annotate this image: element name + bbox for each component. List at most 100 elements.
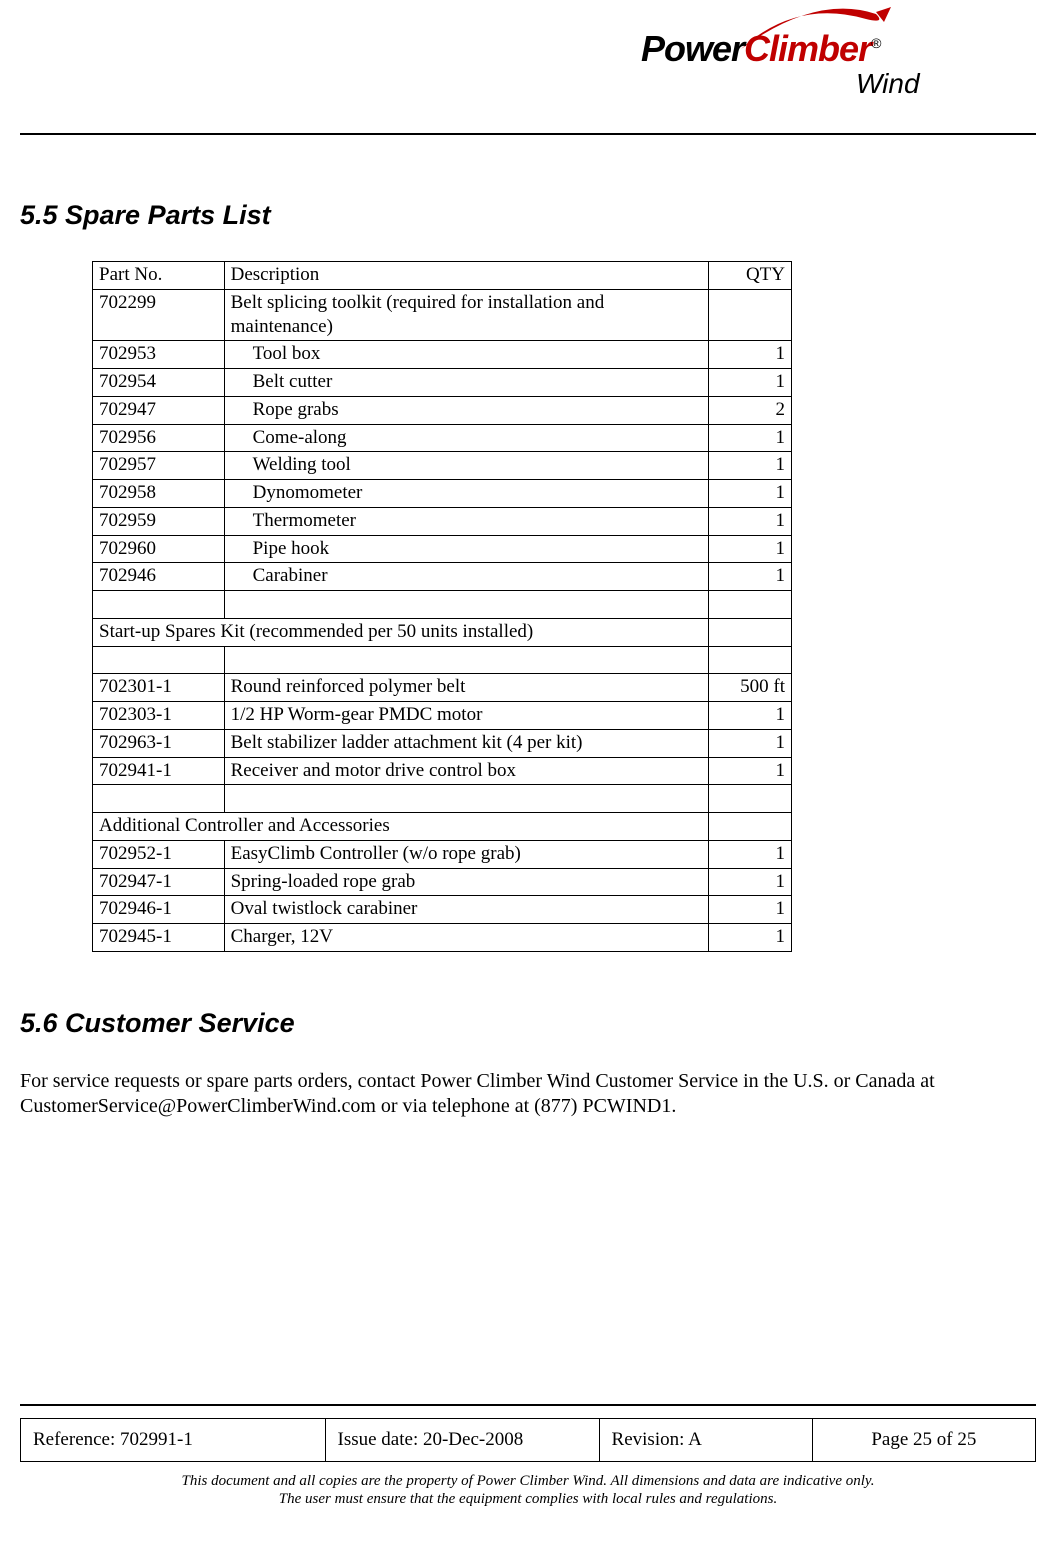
cell-qty: 1 bbox=[708, 757, 791, 785]
cell-partno: 702956 bbox=[93, 424, 225, 452]
cell-qty: 1 bbox=[708, 480, 791, 508]
cell-qty bbox=[708, 785, 791, 813]
cell-description: Carabiner bbox=[224, 563, 708, 591]
cell-partno: 702947 bbox=[93, 396, 225, 424]
cell-qty: 1 bbox=[708, 424, 791, 452]
table-row: 702946Carabiner1 bbox=[93, 563, 792, 591]
footer-issue-date: Issue date: 20-Dec-2008 bbox=[325, 1418, 599, 1461]
table-row bbox=[93, 785, 792, 813]
logo-registered-icon: ® bbox=[871, 35, 880, 51]
table-row: 702953Tool box1 bbox=[93, 341, 792, 369]
col-header-partno: Part No. bbox=[93, 262, 225, 290]
table-row: 702303-11/2 HP Worm-gear PMDC motor1 bbox=[93, 702, 792, 730]
cell-partno bbox=[93, 591, 225, 619]
cell-description: Rope grabs bbox=[224, 396, 708, 424]
table-row: 702963-1Belt stabilizer ladder attachmen… bbox=[93, 729, 792, 757]
logo-word-wind: Wind bbox=[856, 68, 920, 100]
col-header-description: Description bbox=[224, 262, 708, 290]
cell-qty: 1 bbox=[708, 563, 791, 591]
cell-partno: 702954 bbox=[93, 369, 225, 397]
cell-description: EasyClimb Controller (w/o rope grab) bbox=[224, 840, 708, 868]
cell-qty: 1 bbox=[708, 702, 791, 730]
cell-section-label: Start-up Spares Kit (recommended per 50 … bbox=[93, 618, 709, 646]
cell-partno: 702301-1 bbox=[93, 674, 225, 702]
footer-revision: Revision: A bbox=[599, 1418, 812, 1461]
cell-partno: 702963-1 bbox=[93, 729, 225, 757]
table-row bbox=[93, 591, 792, 619]
cell-qty: 1 bbox=[708, 868, 791, 896]
cell-qty: 1 bbox=[708, 924, 791, 952]
table-row: 702956Come-along1 bbox=[93, 424, 792, 452]
table-row: 702947-1Spring-loaded rope grab1 bbox=[93, 868, 792, 896]
cell-description: Receiver and motor drive control box bbox=[224, 757, 708, 785]
cell-qty: 1 bbox=[708, 840, 791, 868]
table-row: 702957Welding tool1 bbox=[93, 452, 792, 480]
table-row: 702954Belt cutter1 bbox=[93, 369, 792, 397]
cell-qty bbox=[708, 618, 791, 646]
section-heading-spare-parts: 5.5 Spare Parts List bbox=[20, 200, 1036, 231]
cell-description bbox=[224, 591, 708, 619]
cell-partno: 702946 bbox=[93, 563, 225, 591]
table-row: 702959Thermometer1 bbox=[93, 507, 792, 535]
footer-rule bbox=[20, 1404, 1036, 1406]
table-row: Additional Controller and Accessories bbox=[93, 813, 792, 841]
cell-qty bbox=[708, 646, 791, 674]
footer-info-table: Reference: 702991-1 Issue date: 20-Dec-2… bbox=[20, 1418, 1036, 1462]
cell-qty: 2 bbox=[708, 396, 791, 424]
cell-description: Thermometer bbox=[224, 507, 708, 535]
cell-partno: 702303-1 bbox=[93, 702, 225, 730]
footer-page-number: Page 25 of 25 bbox=[812, 1418, 1035, 1461]
section-heading-customer-service: 5.6 Customer Service bbox=[20, 1008, 1036, 1039]
cell-partno: 702947-1 bbox=[93, 868, 225, 896]
cell-partno: 702953 bbox=[93, 341, 225, 369]
cell-qty bbox=[708, 289, 791, 341]
col-header-qty: QTY bbox=[708, 262, 791, 290]
cell-qty: 1 bbox=[708, 896, 791, 924]
cell-qty: 1 bbox=[708, 507, 791, 535]
document-page: PowerClimber® Wind 5.5 Spare Parts List … bbox=[0, 0, 1056, 1541]
disclaimer-line1: This document and all copies are the pro… bbox=[182, 1473, 875, 1489]
table-row bbox=[93, 646, 792, 674]
cell-section-label: Additional Controller and Accessories bbox=[93, 813, 709, 841]
cell-qty: 1 bbox=[708, 535, 791, 563]
cell-partno: 702299 bbox=[93, 289, 225, 341]
cell-qty: 1 bbox=[708, 341, 791, 369]
cell-description: Welding tool bbox=[224, 452, 708, 480]
footer-reference: Reference: 702991-1 bbox=[21, 1418, 326, 1461]
spare-parts-table: Part No.DescriptionQTY702299Belt splicin… bbox=[92, 261, 792, 952]
table-header-row: Part No.DescriptionQTY bbox=[93, 262, 792, 290]
table-row: 702941-1Receiver and motor drive control… bbox=[93, 757, 792, 785]
page-content: 5.5 Spare Parts List Part No.Description… bbox=[20, 200, 1036, 1140]
cell-partno: 702952-1 bbox=[93, 840, 225, 868]
table-row: 702946-1Oval twistlock carabiner1 bbox=[93, 896, 792, 924]
logo-word-climber: Climber bbox=[744, 28, 871, 69]
cell-description: Pipe hook bbox=[224, 535, 708, 563]
cell-description bbox=[224, 785, 708, 813]
table-row: Start-up Spares Kit (recommended per 50 … bbox=[93, 618, 792, 646]
cell-partno: 702959 bbox=[93, 507, 225, 535]
cell-partno: 702946-1 bbox=[93, 896, 225, 924]
cell-qty: 1 bbox=[708, 452, 791, 480]
cell-description bbox=[224, 646, 708, 674]
cell-partno bbox=[93, 785, 225, 813]
footer-row: Reference: 702991-1 Issue date: 20-Dec-2… bbox=[21, 1418, 1036, 1461]
customer-service-text: For service requests or spare parts orde… bbox=[20, 1069, 1036, 1120]
cell-qty: 1 bbox=[708, 369, 791, 397]
cell-qty: 500 ft bbox=[708, 674, 791, 702]
logo-word-power: Power bbox=[641, 28, 744, 69]
cell-description: Oval twistlock carabiner bbox=[224, 896, 708, 924]
logo-text: PowerClimber® bbox=[641, 28, 880, 70]
cell-description: Tool box bbox=[224, 341, 708, 369]
cell-description: 1/2 HP Worm-gear PMDC motor bbox=[224, 702, 708, 730]
cell-qty bbox=[708, 813, 791, 841]
cell-partno: 702941-1 bbox=[93, 757, 225, 785]
table-row: 702958Dynomometer1 bbox=[93, 480, 792, 508]
cell-description: Charger, 12V bbox=[224, 924, 708, 952]
table-row: 702945-1Charger, 12V1 bbox=[93, 924, 792, 952]
table-row: 702299Belt splicing toolkit (required fo… bbox=[93, 289, 792, 341]
cell-description: Round reinforced polymer belt bbox=[224, 674, 708, 702]
table-row: 702947Rope grabs2 bbox=[93, 396, 792, 424]
cell-partno: 702958 bbox=[93, 480, 225, 508]
table-row: 702960Pipe hook1 bbox=[93, 535, 792, 563]
disclaimer-line2: The user must ensure that the equipment … bbox=[279, 1491, 777, 1507]
